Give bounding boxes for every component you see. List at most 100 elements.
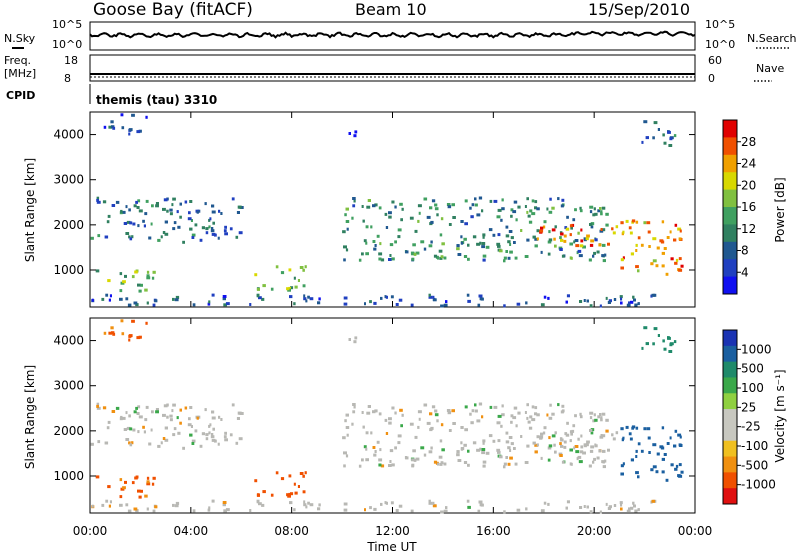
power-cell <box>293 276 296 280</box>
power-cell <box>503 304 506 308</box>
velocity-cell <box>577 455 582 459</box>
power-cell <box>344 213 347 217</box>
velocity-cell <box>145 321 148 325</box>
velocity-cell <box>439 439 443 443</box>
velocity-cell <box>112 332 116 336</box>
freq-tick-high: 18 <box>64 54 78 67</box>
power-cell <box>674 261 678 265</box>
power-cell <box>131 113 135 117</box>
velocity-cell <box>557 403 560 407</box>
velocity-cell <box>135 509 139 513</box>
power-cell <box>303 297 307 301</box>
velocity-cell <box>536 443 539 447</box>
power-cell <box>239 206 244 209</box>
velocity-cell <box>640 449 644 453</box>
velocity-cell <box>474 403 477 407</box>
power-cell <box>127 303 132 307</box>
power-cell <box>286 287 290 291</box>
velocity-cell <box>107 420 111 424</box>
power-cell <box>343 296 348 300</box>
velocity-cell <box>261 503 265 507</box>
velocity-cell <box>211 438 216 442</box>
power-cell <box>570 256 573 260</box>
y-tick-label: 3000 <box>53 173 84 187</box>
power-cell <box>224 232 228 236</box>
velocity-cell <box>599 510 602 514</box>
velocity-cell <box>104 441 109 445</box>
power-cell <box>678 257 682 261</box>
power-cell <box>275 265 279 269</box>
power-cell <box>380 296 383 300</box>
power-cell <box>601 206 606 210</box>
velocity-cell <box>485 451 490 455</box>
power-cell <box>620 266 624 270</box>
velocity-cell <box>358 464 362 468</box>
power-cell <box>111 125 115 129</box>
velocity-cell <box>385 432 389 435</box>
velocity-cell <box>103 331 107 335</box>
power-cell <box>131 235 134 239</box>
velocity-cell <box>553 443 556 447</box>
power-cell <box>613 298 617 301</box>
velocity-cell <box>540 456 543 460</box>
power-cell <box>290 286 294 290</box>
velocity-cell <box>155 408 159 411</box>
velocity-cell <box>354 336 358 340</box>
velocity-cell <box>496 421 501 425</box>
freq-label: Freq. <box>4 54 31 67</box>
power-cell <box>543 220 547 224</box>
velocity-cell <box>528 426 533 430</box>
velocity-cell <box>210 435 215 439</box>
velocity-cell <box>342 436 346 440</box>
power-cell <box>439 233 443 237</box>
power-cell <box>297 279 300 282</box>
velocity-cell <box>631 425 636 429</box>
power-cell <box>673 134 677 138</box>
power-cell <box>388 211 392 215</box>
velocity-cell <box>434 413 439 417</box>
power-cell <box>561 198 565 202</box>
velocity-cell <box>600 418 603 422</box>
power-cell <box>573 240 576 244</box>
power-cell <box>176 210 179 214</box>
power-cell <box>128 132 131 136</box>
power-cell <box>605 223 609 227</box>
power-cell <box>657 128 660 131</box>
velocity-cell <box>510 442 514 446</box>
power-cell <box>367 199 371 202</box>
velocity-cell <box>207 508 211 512</box>
velocity-cell <box>526 403 529 407</box>
velocity-cell <box>146 482 151 486</box>
velocity-cell <box>561 460 565 464</box>
power-cell <box>467 257 470 261</box>
velocity-cell <box>667 336 671 340</box>
power-cell <box>229 227 233 231</box>
nsky-trace <box>89 30 696 39</box>
velocity-cell <box>501 404 504 408</box>
power-cell <box>467 243 470 247</box>
x-tick-label: 12:00 <box>375 524 410 538</box>
velocity-cell <box>467 505 471 509</box>
velocity-cell <box>590 431 594 435</box>
power-cell <box>261 297 265 301</box>
velocity-cell <box>456 453 460 457</box>
power-cell <box>208 300 211 304</box>
velocity-cell <box>411 458 415 462</box>
velocity-cell <box>526 416 529 420</box>
velocity-cell <box>510 414 514 418</box>
power-cell <box>120 113 124 117</box>
power-cell <box>415 251 420 255</box>
nave-label: Nave <box>756 62 784 75</box>
velocity-cell <box>669 436 672 440</box>
power-cell <box>208 218 211 222</box>
power-cell <box>432 295 435 299</box>
velocity-cell <box>108 504 111 508</box>
velocity-cell <box>509 456 513 460</box>
velocity-cell <box>365 458 369 462</box>
power-cell <box>145 199 149 203</box>
colorbar-swatch <box>723 424 737 442</box>
power-cell <box>119 289 123 293</box>
power-cell <box>307 295 310 299</box>
power-cell <box>525 301 528 305</box>
velocity-colorbar-label: Velocity [m s⁻¹] <box>773 369 787 462</box>
